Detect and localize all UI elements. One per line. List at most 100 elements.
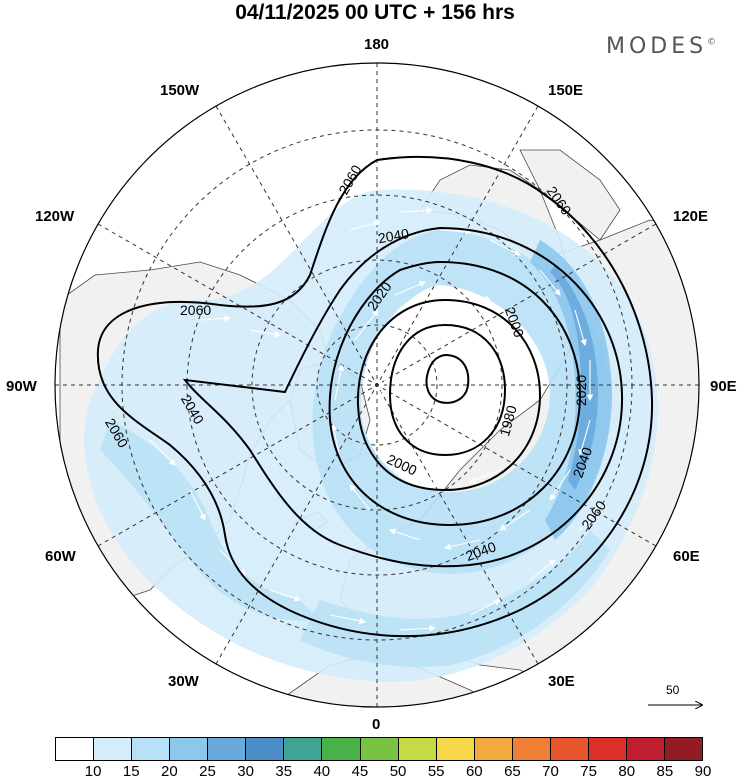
wind-vector: [388, 528, 421, 541]
wind-vector: [443, 539, 481, 550]
lon-label-30w: 30W: [168, 673, 200, 690]
wind-vector: [539, 269, 561, 296]
colorbar-swatch: [474, 738, 513, 760]
wind-vector: [269, 589, 302, 602]
contour-label: 2060: [180, 302, 211, 318]
colorbar-swatch: [56, 738, 95, 760]
height-contours: [96, 155, 654, 638]
colorbar-tick-label: 70: [542, 763, 559, 780]
wind-vector: [399, 207, 434, 214]
colorbar-swatch: [512, 738, 551, 760]
colorbar-tick-label: 80: [618, 763, 636, 780]
lon-label-150e: 150E: [548, 82, 583, 99]
colorbar-swatch: [550, 738, 589, 760]
colorbar-swatch: [588, 738, 627, 760]
wind-vector: [354, 309, 379, 341]
wind-vector: [439, 228, 472, 235]
colorbar-swatch: [436, 738, 475, 760]
wind-vector: [329, 614, 367, 625]
wind-vector: [408, 473, 441, 486]
colorbar-tick-label: 20: [161, 763, 178, 780]
wind-vector: [549, 469, 571, 501]
colorbar-swatch: [360, 738, 399, 760]
lon-label-60w: 60W: [45, 548, 77, 565]
colorbar-tick-label: 85: [656, 763, 674, 780]
wind-vector: [468, 469, 501, 484]
colorbar-swatch: [208, 738, 247, 760]
reference-vector-label: 50: [666, 683, 680, 697]
wind-vector: [459, 289, 492, 302]
wind-speed-shading: [83, 189, 658, 682]
lon-label-30e: 30E: [548, 673, 575, 690]
colorbar-tick-labels: 10 15 20 25 30 35 40 45 50 55 60 65 70 75 80 85 90: [55, 763, 712, 781]
map-title: 04/11/2025 00 UTC + 156 hrs: [235, 1, 515, 24]
wind-vector: [349, 484, 371, 511]
colorbar-tick-label: 60: [465, 763, 483, 780]
colorbar-swatch: [94, 738, 133, 760]
colorbar-swatch: [246, 738, 285, 760]
colorbar-swatch: [170, 738, 209, 760]
colorbar-swatch: [398, 738, 437, 760]
colorbar-swatch: [665, 738, 703, 760]
meridian-150: [215, 105, 539, 665]
wind-vector: [189, 489, 206, 521]
contour-1980: [388, 323, 507, 457]
wind-vector: [376, 423, 391, 456]
lon-label-120e: 120E: [673, 208, 708, 225]
colorbar-tick-label: 50: [389, 763, 407, 780]
wind-vector: [579, 504, 601, 531]
contour-2000: [356, 298, 542, 492]
wind-vector: [578, 419, 591, 457]
wind-vector: [399, 625, 437, 632]
wind-vector: [538, 359, 545, 394]
contour-label: 1980: [496, 403, 520, 437]
lon-label-120w: 120W: [35, 208, 75, 225]
colorbar-tick-label: 90: [694, 763, 712, 780]
jet-core-east: [530, 240, 613, 540]
contour-2040: [182, 226, 624, 568]
colorbar-tick-label: 25: [199, 763, 216, 780]
lon-label-90e: 90E: [710, 378, 737, 395]
lon-label-90w: 90W: [6, 378, 38, 395]
wind-vector: [499, 509, 531, 531]
colorbar-swatch: [132, 738, 171, 760]
wind-vector: [349, 220, 382, 231]
lon-label-60e: 60E: [673, 548, 700, 565]
contour-2060: [96, 155, 654, 638]
latitude-circle-70: [251, 259, 503, 511]
wind-vectors: [149, 207, 601, 632]
wind-vector: [469, 599, 501, 616]
jet-band-inner: [312, 230, 611, 574]
wind-vector: [394, 281, 427, 296]
colorbar-tick-label: 45: [351, 763, 369, 780]
colorbar-tick-label: 65: [504, 763, 521, 780]
brand-name: MODES: [606, 34, 708, 59]
wind-vector: [219, 549, 246, 576]
colorbar-swatch: [626, 738, 665, 760]
contour-label: 2040: [377, 225, 411, 246]
colorbar-tick-label: 40: [313, 763, 331, 780]
contour-2020: [328, 260, 582, 527]
colorbar-swatch: [284, 738, 323, 760]
jet-band-atlantic: [100, 420, 320, 621]
wind-vector: [334, 363, 345, 401]
colorbar-tick-label: 75: [580, 763, 597, 780]
colorbar-tick-label: 55: [427, 763, 445, 780]
wind-vector: [529, 559, 556, 581]
lon-label-150w: 150W: [160, 82, 200, 99]
colorbar-tick-label: 35: [275, 763, 293, 780]
wind-vector: [509, 314, 529, 341]
wind-vector: [379, 363, 392, 396]
lon-label-180: 180: [364, 36, 389, 53]
longitude-labels: 180 0 90W 90E 150W 120W 60W 30W 150E 120…: [6, 36, 737, 733]
copyright-mark: ©: [707, 37, 717, 48]
latitude-circle-80: [316, 324, 438, 446]
brand-logo: MODES©: [606, 34, 716, 59]
wind-vector: [149, 439, 176, 466]
colorbar-tick-label: 30: [237, 763, 254, 780]
colorbar-tick-label: 10: [84, 763, 102, 780]
contour-label: 2020: [573, 375, 589, 406]
map-boundary: [54, 62, 700, 708]
wind-vector: [489, 239, 521, 256]
